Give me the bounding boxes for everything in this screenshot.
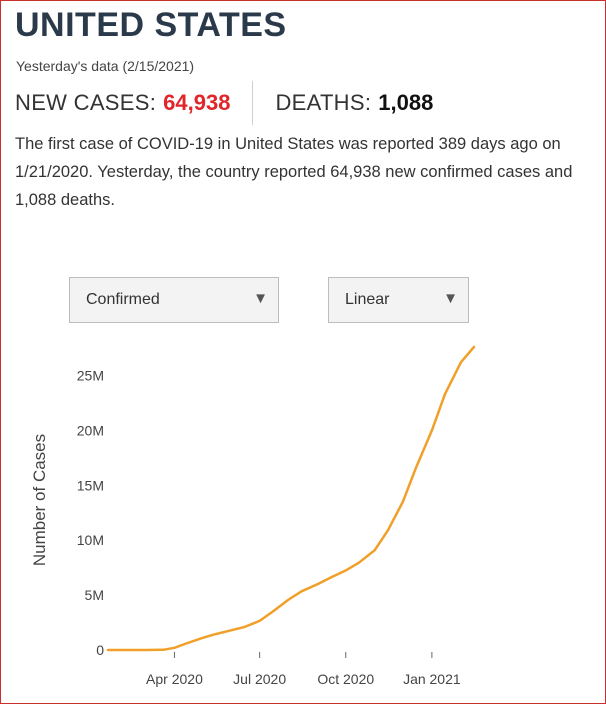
scale-select-value: Linear xyxy=(345,291,390,308)
series-line xyxy=(106,345,476,652)
data-date-subtitle: Yesterday's data (2/15/2021) xyxy=(16,58,195,74)
stats-divider xyxy=(252,81,254,125)
metric-select-value: Confirmed xyxy=(86,291,160,308)
page-title: UNITED STATES xyxy=(15,6,287,44)
summary-text: The first case of COVID-19 in United Sta… xyxy=(15,135,573,209)
x-tick-label: Jul 2020 xyxy=(233,671,286,687)
deaths-stat: DEATHS: 1,088 xyxy=(275,90,433,116)
x-tick-label: Jan 2021 xyxy=(403,671,461,687)
y-axis-label: Number of Cases xyxy=(30,434,49,566)
y-tick-label: 5M xyxy=(85,587,104,603)
y-tick-label: 25M xyxy=(77,367,104,383)
dropdown-arrow-icon: ▼ xyxy=(443,290,458,307)
cases-line-chart: Number of Cases 0 5M 10M 15M 20M 25M Apr 2020… xyxy=(30,345,476,687)
y-tick-label: 20M xyxy=(77,422,104,438)
y-tick-label: 10M xyxy=(77,532,104,548)
y-tick-label: 15M xyxy=(77,477,104,493)
x-tick-label: Apr 2020 xyxy=(146,671,203,687)
dropdown-arrow-icon: ▼ xyxy=(253,290,268,307)
new-cases-stat: NEW CASES: 64,938 xyxy=(15,90,230,116)
new-cases-label: NEW CASES: xyxy=(15,90,157,115)
new-cases-value: 64,938 xyxy=(163,90,231,115)
deaths-value: 1,088 xyxy=(378,90,434,115)
deaths-label: DEATHS: xyxy=(275,90,372,115)
stats-row: NEW CASES: 64,938 DEATHS: 1,088 xyxy=(15,81,433,125)
metric-select[interactable]: Confirmed ▼ xyxy=(69,277,279,323)
x-tick-label: Oct 2020 xyxy=(317,671,374,687)
scale-select[interactable]: Linear ▼ xyxy=(328,277,469,323)
y-tick-label: 0 xyxy=(96,642,104,658)
